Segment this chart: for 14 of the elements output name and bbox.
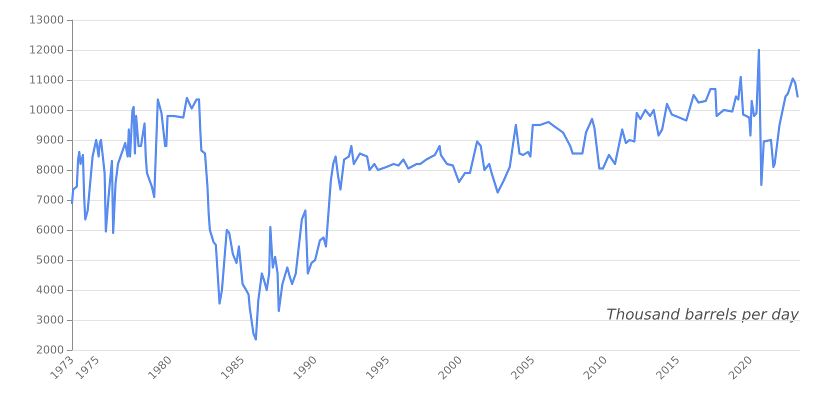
y-tick-label: 6000 bbox=[36, 224, 64, 236]
y-tick-label: 2000 bbox=[36, 344, 64, 356]
y-tick-label: 9000 bbox=[36, 134, 64, 146]
y-tick-label: 8000 bbox=[36, 164, 64, 176]
y-tick-label: 12000 bbox=[29, 44, 64, 56]
annotation: Thousand barrels per day bbox=[606, 306, 800, 324]
y-tick-label: 5000 bbox=[36, 254, 64, 266]
y-tick-label: 7000 bbox=[36, 194, 64, 206]
y-tick-label: 3000 bbox=[36, 314, 64, 326]
y-tick-label: 4000 bbox=[36, 284, 64, 296]
line-series bbox=[70, 48, 799, 341]
y-tick-label: 10000 bbox=[29, 104, 64, 116]
y-tick-label: 11000 bbox=[29, 74, 64, 86]
y-tick-label: 13000 bbox=[29, 14, 64, 26]
